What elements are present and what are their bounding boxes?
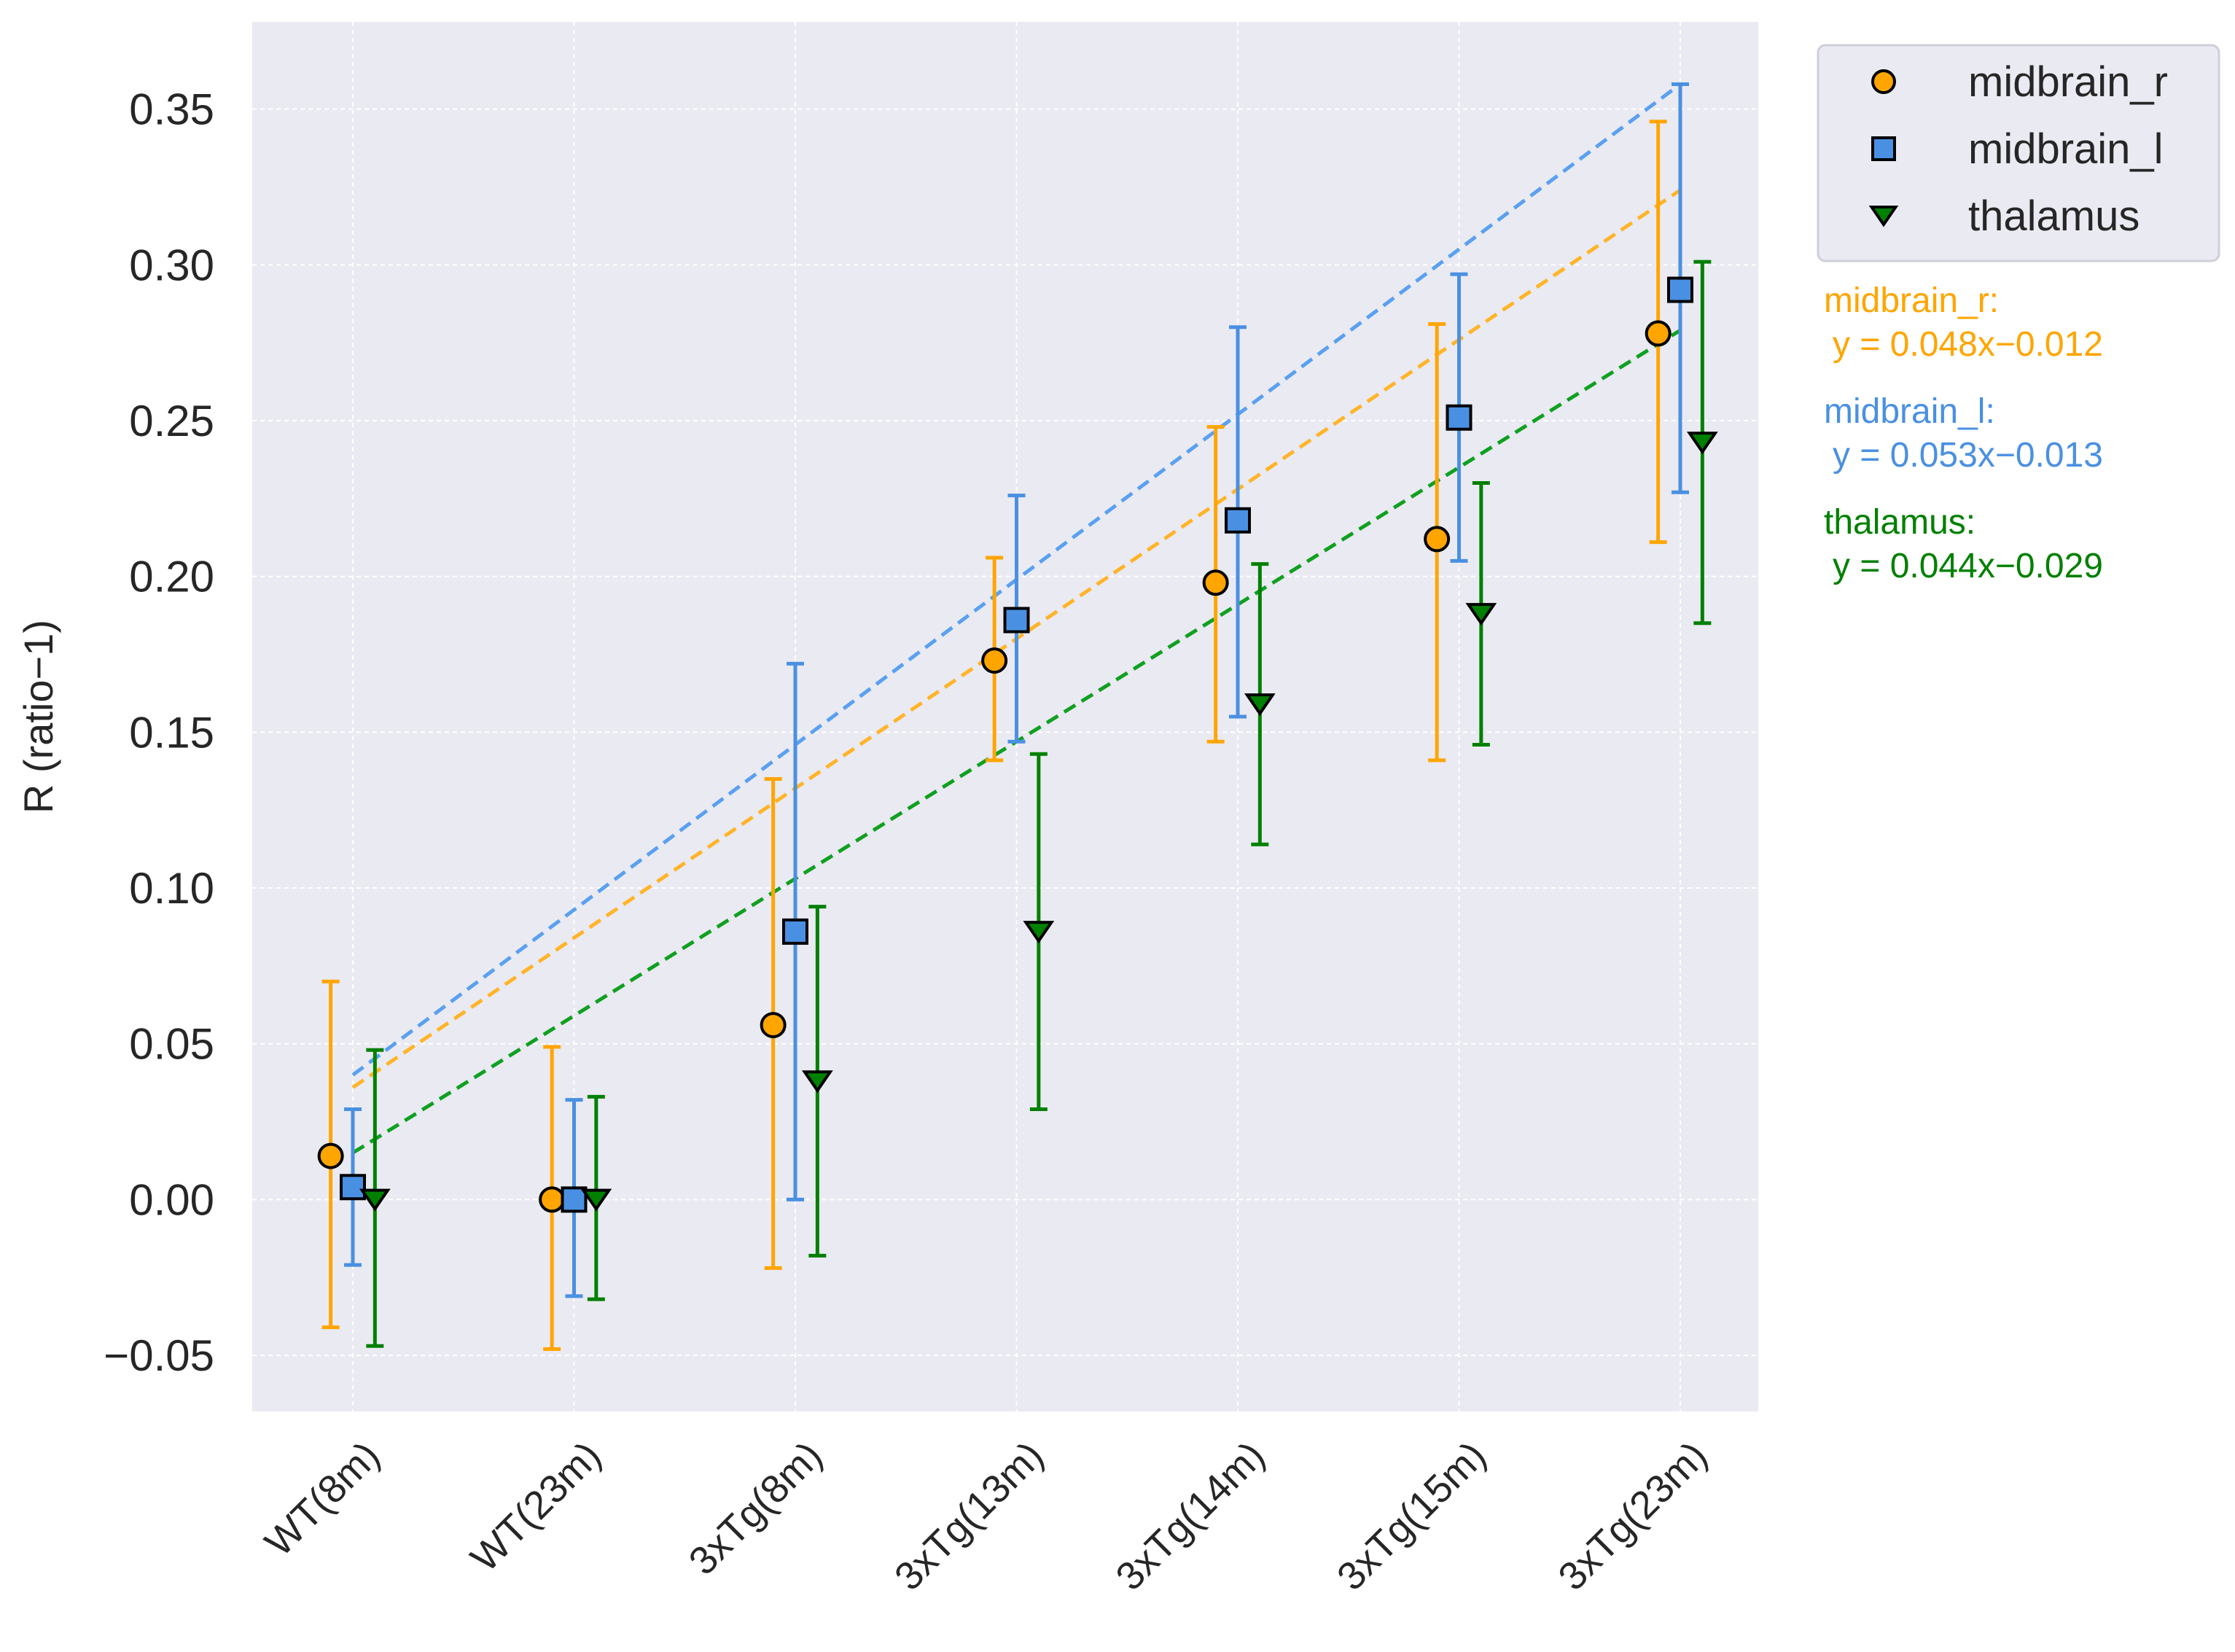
marker-midbrain_r	[760, 1012, 787, 1039]
legend-label-midbrain_r: midbrain_r	[1968, 58, 2168, 106]
y-tick-label: 0.00	[129, 1175, 214, 1224]
y-axis-label: R (ratio−1)	[15, 620, 61, 814]
y-tick-label: 0.05	[129, 1020, 214, 1069]
marker-midbrain_r	[1424, 526, 1451, 553]
x-tick-label: 3xTg(14m)	[1107, 1433, 1273, 1599]
marker-thalamus	[1868, 206, 1899, 227]
equation-name-thalamus: thalamus:	[1824, 503, 1975, 542]
equation-midbrain_r: y = 0.048x−0.012	[1833, 325, 2103, 364]
fit-equations: midbrain_r:y = 0.048x−0.012 midbrain_l:y …	[1824, 281, 2103, 585]
equation-name-midbrain_r: midbrain_r:	[1824, 281, 1999, 320]
equation-thalamus: y = 0.044x−0.029	[1833, 547, 2103, 585]
marker-thalamus	[801, 1070, 833, 1094]
plot-background	[252, 22, 1758, 1411]
legend: midbrain_r midbrain_l thalamus	[1817, 44, 2220, 262]
marker-midbrain_r	[1202, 569, 1229, 596]
marker-midbrain_r	[1871, 69, 1896, 94]
marker-thalamus	[1686, 432, 1718, 455]
marker-midbrain_r	[539, 1186, 566, 1213]
y-tick-label: 0.25	[129, 397, 214, 445]
legend-label-midbrain_l: midbrain_l	[1968, 125, 2164, 173]
y-tick-labels: −0.05 0.00 0.05 0.10 0.15 0.20 0.25 0.30 0.35	[104, 85, 214, 1380]
marker-midbrain_l	[1446, 404, 1473, 431]
marker-midbrain_l	[1871, 136, 1896, 161]
marker-midbrain_l	[1667, 276, 1693, 303]
legend-frame	[1817, 44, 2220, 262]
marker-midbrain_l	[561, 1186, 588, 1213]
marker-thalamus	[359, 1188, 391, 1212]
x-tick-label: 3xTg(15m)	[1329, 1433, 1494, 1599]
x-tick-label: 3xTg(13m)	[886, 1433, 1052, 1599]
marker-midbrain_r	[1645, 320, 1672, 347]
marker-midbrain_r	[317, 1142, 344, 1169]
marker-midbrain_l	[782, 918, 808, 945]
equation-midbrain_l: y = 0.053x−0.013	[1833, 436, 2103, 475]
legend-label-thalamus: thalamus	[1968, 192, 2140, 240]
y-tick-label: 0.15	[129, 708, 214, 757]
marker-midbrain_l	[340, 1174, 366, 1201]
marker-thalamus	[580, 1188, 612, 1212]
marker-midbrain_l	[1003, 607, 1030, 634]
y-tick-label: 0.30	[129, 241, 214, 289]
x-tick-label: 3xTg(8m)	[681, 1433, 831, 1583]
y-tick-label: 0.10	[129, 864, 214, 913]
marker-midbrain_r	[981, 647, 1008, 674]
x-tick-label: WT(23m)	[462, 1433, 609, 1581]
y-tick-label: −0.05	[104, 1331, 214, 1380]
marker-thalamus	[1244, 693, 1276, 717]
x-tick-label: WT(8m)	[257, 1433, 388, 1565]
marker-midbrain_l	[1225, 507, 1251, 534]
x-tick-labels: WT(8m) WT(23m) 3xTg(8m) 3xTg(13m) 3xTg(14m) 3…	[257, 1433, 1715, 1599]
equation-name-midbrain_l: midbrain_l:	[1824, 392, 1995, 431]
x-tick-label: 3xTg(23m)	[1550, 1433, 1715, 1599]
marker-thalamus	[1023, 921, 1055, 944]
data-markers	[317, 276, 1718, 1213]
y-tick-label: 0.20	[129, 553, 214, 601]
y-tick-label: 0.35	[129, 85, 214, 134]
marker-thalamus	[1465, 603, 1497, 626]
